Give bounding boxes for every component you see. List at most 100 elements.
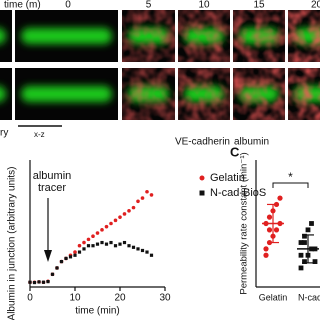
- y-axis-label: Permeability rate constant (min⁻¹): [239, 152, 250, 294]
- time-label: time (m): [4, 0, 41, 11]
- red-signal: [233, 10, 285, 62]
- data-point: [122, 212, 127, 216]
- data-point: [109, 221, 113, 226]
- data-point: [302, 259, 307, 264]
- x-tick-label: N-cad-BioS: [298, 292, 320, 302]
- data-point: [37, 280, 41, 284]
- data-point: [131, 245, 136, 249]
- x-axis-label: time (min): [75, 306, 119, 317]
- data-point: [82, 247, 86, 251]
- data-point: [95, 242, 100, 246]
- data-point: [312, 259, 318, 264]
- data-point: [122, 240, 127, 245]
- data-point: [302, 233, 307, 239]
- red-signal: [288, 10, 320, 62]
- time-tick: 15: [253, 0, 265, 11]
- significance: *: [288, 170, 293, 184]
- red-signal: [122, 10, 175, 62]
- data-point: [73, 250, 77, 254]
- data-point: [113, 218, 118, 223]
- data-point: [59, 260, 64, 264]
- data-point: [131, 205, 136, 210]
- legend-marker: [199, 175, 205, 181]
- legend-label: Gelatin: [210, 172, 245, 184]
- data-point: [149, 193, 154, 197]
- data-point: [41, 280, 46, 284]
- data-point: [100, 240, 104, 245]
- data-point: [46, 280, 50, 284]
- data-point: [302, 240, 307, 245]
- time-tick: 20: [311, 0, 320, 11]
- data-point: [91, 244, 95, 248]
- green-signal: [21, 86, 112, 102]
- data-point: [277, 195, 283, 201]
- time-tick: 5: [146, 0, 152, 11]
- green-signal: [21, 28, 112, 44]
- data-point: [309, 221, 314, 226]
- microscopy: [0, 10, 320, 120]
- time-tick: 0: [65, 0, 71, 11]
- data-point: [73, 253, 77, 257]
- data-point: [100, 228, 104, 232]
- data-point: [32, 280, 37, 285]
- data-point: [305, 227, 311, 233]
- data-point: [95, 231, 100, 235]
- data-point: [104, 224, 109, 229]
- annotation: albumin: [33, 170, 72, 182]
- x-tick-label: Gelatin: [259, 292, 288, 302]
- data-point: [273, 227, 280, 233]
- red-signal: [122, 68, 175, 120]
- red-signal: [233, 68, 285, 120]
- data-point: [28, 280, 32, 284]
- data-point: [118, 242, 122, 246]
- significance-bracket: [272, 182, 309, 188]
- data-point: [149, 253, 154, 257]
- x-tick-label: 0: [27, 293, 33, 304]
- data-point: [77, 243, 82, 248]
- data-point: [140, 196, 145, 200]
- y-axis-label: Albumin in junction (arbitrary units): [7, 167, 18, 320]
- data-point: [113, 244, 118, 248]
- panel-label: C: [230, 144, 240, 159]
- data-point: [50, 272, 55, 276]
- data-point: [127, 209, 131, 213]
- data-point: [68, 255, 73, 259]
- row-label: ry: [0, 128, 8, 139]
- data-point: [82, 240, 86, 245]
- x-tick-label: 10: [69, 293, 81, 304]
- x-tick-label: 20: [114, 293, 126, 304]
- data-point: [127, 244, 131, 248]
- data-point: [298, 240, 304, 245]
- channel-label: albumin: [234, 137, 269, 148]
- data-point: [145, 189, 149, 194]
- data-point: [298, 252, 304, 258]
- red-signal: [178, 68, 230, 120]
- data-point: [145, 250, 149, 254]
- annotation: tracer: [38, 182, 66, 194]
- red-signal: [178, 10, 230, 62]
- data-point: [263, 252, 269, 258]
- data-point: [86, 237, 91, 242]
- data-point: [298, 265, 304, 271]
- data-point: [118, 215, 122, 219]
- green-signal: [0, 86, 6, 102]
- data-point: [55, 266, 59, 270]
- data-point: [263, 246, 269, 252]
- data-point: [140, 248, 145, 253]
- data-point: [86, 244, 91, 248]
- legend-label: N-cad-BioS: [210, 187, 266, 199]
- data-point: [136, 199, 140, 204]
- data-point: [136, 247, 140, 251]
- legend-marker: [199, 190, 205, 196]
- data-point: [64, 256, 68, 261]
- channel-label: VE-cadherin: [175, 137, 230, 148]
- data-point: [77, 250, 82, 254]
- red-signal: [288, 68, 320, 120]
- data-point: [104, 242, 109, 246]
- data-point: [109, 240, 113, 245]
- annotation-arrowhead: [44, 250, 52, 262]
- view-label: x-z: [34, 130, 45, 139]
- data-point: [91, 234, 95, 238]
- green-signal: [0, 28, 6, 44]
